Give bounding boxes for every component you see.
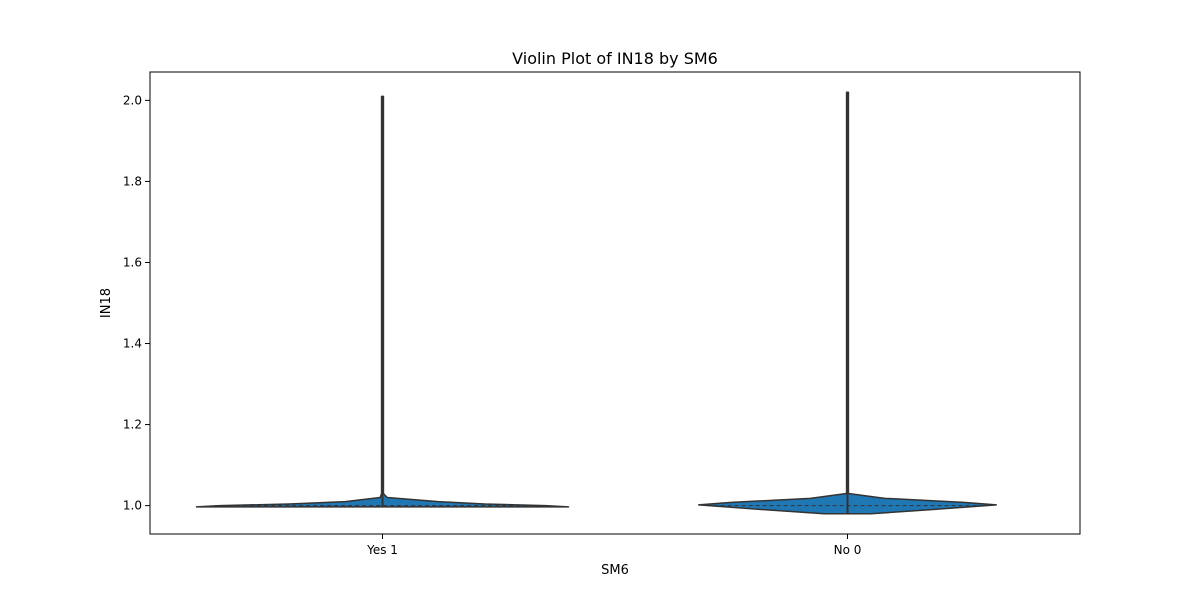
x-axis: Yes 1 No 0 [366,534,861,557]
y-tick-label: 2.0 [123,93,142,107]
chart-title: Violin Plot of IN18 by SM6 [512,49,718,68]
x-tick-label: Yes 1 [366,543,398,557]
plot-frame [149,71,1081,535]
violins-layer [195,91,998,515]
x-axis-label: SM6 [601,563,629,578]
y-tick-label: 1.2 [123,418,142,432]
y-tick-label: 1.8 [123,174,142,188]
x-tick-label: No 0 [834,543,862,557]
y-tick-label: 1.0 [123,499,142,513]
y-axis-label: IN18 [99,288,114,318]
y-tick-label: 1.4 [123,337,142,351]
y-tick-label: 1.6 [123,255,142,269]
y-axis: 1.0 1.2 1.4 1.6 1.8 2.0 [123,93,150,513]
